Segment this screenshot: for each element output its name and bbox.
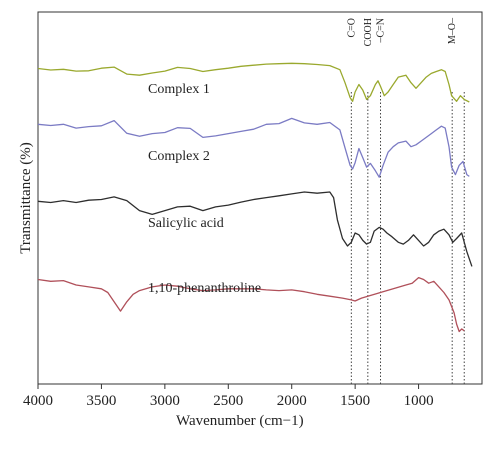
x-tick-label: 1500 <box>340 393 370 409</box>
x-tick-label: 3500 <box>86 393 116 409</box>
plot-frame <box>37 11 483 385</box>
y-axis-title: Transmittance (%) <box>18 142 34 254</box>
x-tick-label: 4000 <box>23 393 53 409</box>
band-marker-label: M–O– <box>447 17 458 44</box>
series-line <box>37 117 470 178</box>
series-label: Salicylic acid <box>148 216 224 231</box>
x-tick-label: 1000 <box>404 393 434 409</box>
series-line <box>37 276 465 333</box>
series-label: 1,10-phenanthroline <box>148 281 261 296</box>
band-markers: C=O COOH –C=N M–O– <box>346 17 465 384</box>
x-axis-title: Wavenumber (cm−1) <box>176 413 304 429</box>
x-tick-label: 2000 <box>277 393 307 409</box>
x-axis-ticks: 4000 3500 3000 2500 2000 1500 1000 <box>23 384 434 409</box>
x-tick-label: 3000 <box>150 393 180 409</box>
band-marker-label: –C=N <box>376 18 387 44</box>
x-tick-label: 2500 <box>213 393 243 409</box>
series-label: Complex 2 <box>148 149 210 164</box>
series-line <box>37 62 470 103</box>
band-marker-label: COOH <box>363 18 374 46</box>
series-label: Complex 1 <box>148 82 210 97</box>
band-marker-label: C=O <box>346 18 357 38</box>
series-line <box>37 191 473 267</box>
series-lines: Complex 1 Complex 2 Salicylic acid 1,10-phe… <box>37 62 473 333</box>
